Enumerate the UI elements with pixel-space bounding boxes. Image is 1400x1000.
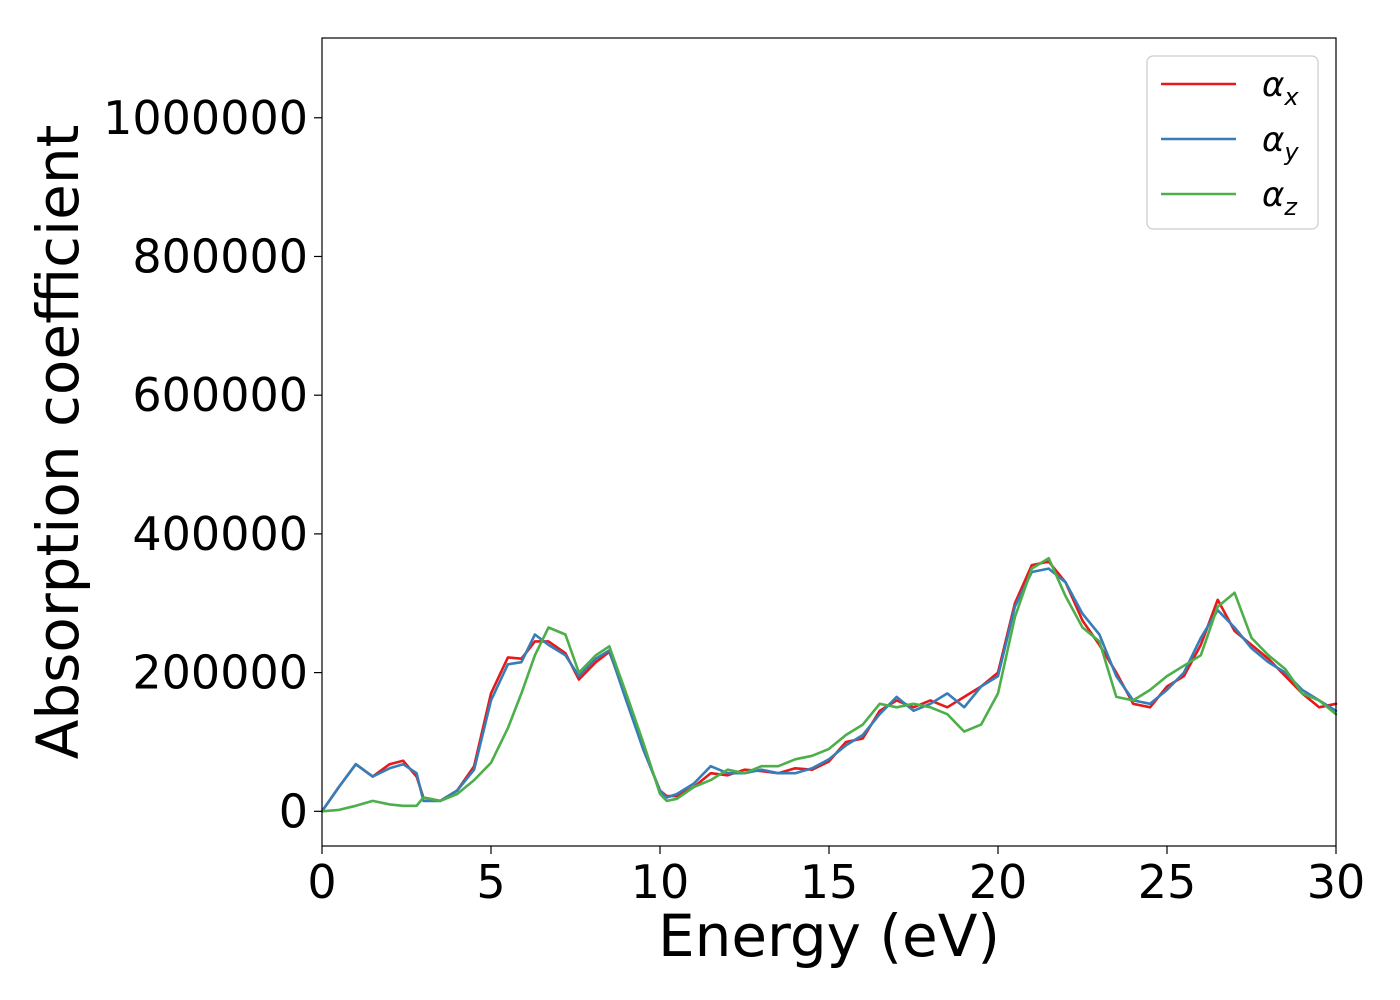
- y-tick-label: 600000: [132, 368, 308, 422]
- y-tick-label: 800000: [132, 229, 308, 283]
- x-tick-label: 5: [476, 855, 505, 909]
- x-axis-ticks: 0 5 10 15 20 25 30: [307, 846, 1365, 909]
- x-tick-label: 30: [1307, 855, 1366, 909]
- series-line-z: [320, 556, 1338, 813]
- x-tick-label: 0: [307, 855, 336, 909]
- series-layer: [320, 556, 1338, 813]
- x-tick-label: 15: [800, 855, 859, 909]
- series-line-y: [320, 567, 1338, 813]
- y-tick-label: 0: [279, 784, 308, 838]
- x-tick-label: 10: [631, 855, 690, 909]
- y-tick-label: 200000: [132, 646, 308, 700]
- y-tick-label: 1000000: [103, 91, 308, 145]
- legend-box: [1146, 55, 1319, 230]
- y-tick-label: 400000: [132, 507, 308, 561]
- x-tick-label: 25: [1138, 855, 1197, 909]
- y-axis-ticks: 0 200000 400000 600000 800000 1000000: [103, 91, 322, 838]
- y-axis-title: Absorption coefficient: [24, 125, 92, 760]
- x-axis-title: Energy (eV): [658, 902, 1000, 970]
- x-tick-label: 20: [969, 855, 1028, 909]
